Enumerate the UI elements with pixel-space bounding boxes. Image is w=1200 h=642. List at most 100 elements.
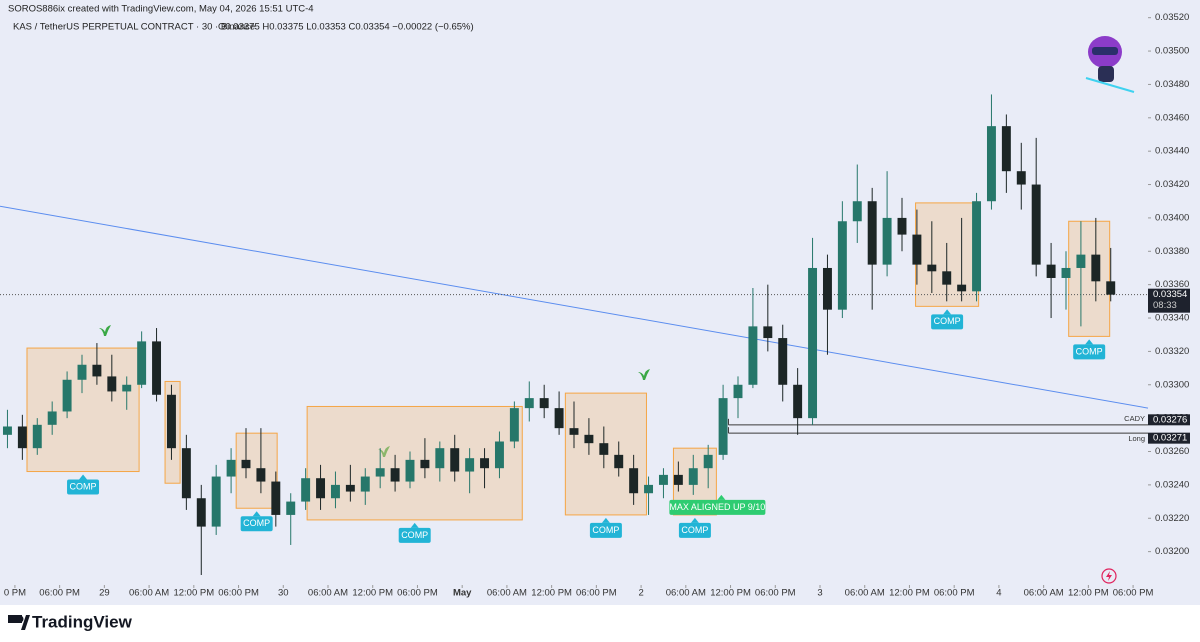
y-tick-label: 0.03500 bbox=[1155, 46, 1189, 57]
y-tick-label: 0.03400 bbox=[1155, 212, 1189, 223]
candle-body bbox=[480, 458, 490, 469]
zone-label: COMP bbox=[243, 518, 270, 528]
label-box bbox=[589, 522, 622, 538]
candle-body bbox=[688, 468, 698, 485]
candle-body bbox=[375, 468, 385, 477]
x-tick-label: 06:00 PM bbox=[576, 588, 617, 599]
label-box bbox=[67, 479, 100, 495]
last-price-label: 0.03354 bbox=[1153, 289, 1187, 300]
candle-body bbox=[360, 476, 370, 492]
zone-box bbox=[1068, 220, 1111, 337]
candle-body bbox=[77, 364, 87, 380]
level-name: Long bbox=[1128, 434, 1145, 443]
x-tick-label: 06:00 AM bbox=[308, 588, 348, 599]
zone-box bbox=[235, 432, 278, 509]
x-tick-label: 12:00 PM bbox=[710, 588, 751, 599]
y-tick-label: 0.03320 bbox=[1155, 346, 1189, 357]
candle-body bbox=[509, 408, 519, 442]
x-tick-label: 06:00 PM bbox=[397, 588, 438, 599]
x-tick-label: 06:00 PM bbox=[1113, 588, 1154, 599]
x-tick-label: 06:00 AM bbox=[1024, 588, 1064, 599]
y-tick-label: 0.03300 bbox=[1155, 379, 1189, 390]
x-tick-label: 30 bbox=[278, 588, 289, 599]
x-tick-label: 06:00 PM bbox=[218, 588, 259, 599]
candle-body bbox=[897, 217, 907, 235]
sprout-icons bbox=[99, 325, 650, 457]
zone-label: COMP bbox=[681, 525, 708, 535]
trend-line bbox=[0, 205, 1149, 409]
candle-body bbox=[614, 454, 624, 469]
y-tick-label: 0.03200 bbox=[1155, 546, 1189, 557]
x-tick-label: 12:00 PM bbox=[173, 588, 214, 599]
x-tick-label: 29 bbox=[99, 588, 110, 599]
zones bbox=[26, 202, 1111, 521]
candle-body bbox=[763, 326, 773, 339]
label-box bbox=[1073, 344, 1106, 360]
label-pointer bbox=[690, 517, 699, 523]
candle-body bbox=[703, 454, 713, 469]
level-price-box bbox=[1148, 414, 1190, 426]
candle-body bbox=[17, 426, 27, 449]
candle-body bbox=[882, 217, 892, 265]
x-tick-label: 2 bbox=[638, 588, 643, 599]
label-pointer bbox=[79, 474, 88, 480]
note-box bbox=[669, 499, 766, 515]
x-tick-label: 06:00 PM bbox=[39, 588, 80, 599]
candle-body bbox=[822, 267, 832, 310]
candle-body bbox=[778, 338, 788, 385]
ohlc-legend: O0.03375 H0.03375 L0.03353 C0.03354 −0.0… bbox=[218, 22, 474, 33]
candle-body bbox=[47, 411, 57, 425]
candle-body bbox=[569, 428, 579, 435]
candle-body bbox=[584, 434, 594, 444]
candle-body bbox=[539, 398, 549, 409]
label-box bbox=[931, 314, 964, 330]
candle-body bbox=[241, 459, 251, 469]
candle-body bbox=[644, 484, 654, 494]
x-tick-label: 06:00 AM bbox=[845, 588, 885, 599]
note-pointer bbox=[717, 494, 726, 500]
x-tick-label: 12:00 PM bbox=[352, 588, 393, 599]
candle-body bbox=[629, 468, 639, 494]
candle-body bbox=[345, 484, 355, 492]
x-tick-label: 06:00 AM bbox=[666, 588, 706, 599]
candle-body bbox=[405, 459, 415, 482]
candle-body bbox=[718, 398, 728, 455]
candle-body bbox=[1046, 264, 1056, 278]
candle-body bbox=[942, 271, 952, 285]
candle-body bbox=[420, 459, 430, 469]
candle-body bbox=[316, 478, 326, 499]
level-price-box bbox=[1148, 432, 1190, 444]
y-tick-label: 0.03220 bbox=[1155, 513, 1189, 524]
x-tick-label: 12:00 PM bbox=[531, 588, 572, 599]
label-pointer bbox=[1085, 339, 1094, 345]
candle-body bbox=[1031, 184, 1041, 265]
zone-label: COMP bbox=[1076, 346, 1103, 356]
x-tick-label: 06:00 AM bbox=[487, 588, 527, 599]
countdown-label: 08:33 bbox=[1153, 300, 1177, 311]
zone-label: COMP bbox=[592, 525, 619, 535]
y-tick-label: 0.03520 bbox=[1155, 12, 1189, 23]
y-tick-label: 0.03380 bbox=[1155, 246, 1189, 257]
candles bbox=[2, 94, 1116, 575]
candle-body bbox=[1061, 267, 1071, 278]
zone-box bbox=[306, 405, 523, 521]
label-box bbox=[398, 527, 431, 543]
y-tick-label: 0.03260 bbox=[1155, 446, 1189, 457]
candle-body bbox=[166, 394, 176, 449]
candle-body bbox=[852, 201, 862, 222]
y-tick-label: 0.03480 bbox=[1155, 79, 1189, 90]
x-tick-label: 4 bbox=[996, 588, 1001, 599]
x-tick-label: 12:00 PM bbox=[1068, 588, 1109, 599]
x-tick-label: 0 PM bbox=[4, 588, 26, 599]
candle-body bbox=[837, 221, 847, 310]
footer-background bbox=[0, 605, 1200, 642]
candle-body bbox=[62, 379, 72, 412]
y-tick-label: 0.03360 bbox=[1155, 279, 1189, 290]
avatar bbox=[1085, 36, 1135, 93]
zone-note: MAX ALIGNED UP 9/10 bbox=[669, 502, 765, 512]
candle-body bbox=[211, 476, 221, 527]
candle-body bbox=[1091, 254, 1101, 282]
candle-body bbox=[1001, 126, 1011, 172]
